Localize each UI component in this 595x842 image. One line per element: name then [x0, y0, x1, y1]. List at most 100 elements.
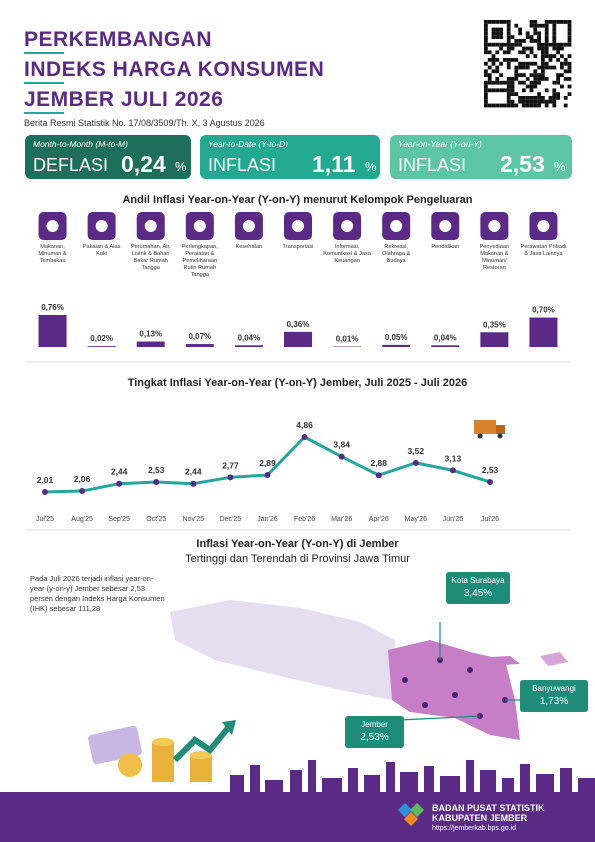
- qr-module: [487, 88, 492, 93]
- qr-module: [510, 35, 515, 39]
- qr-module: [563, 103, 568, 108]
- qr-code: [482, 18, 574, 110]
- qr-module: [537, 35, 541, 39]
- point-value-label: 2,89: [259, 458, 276, 468]
- qr-module: [506, 99, 511, 104]
- qr-module: [544, 23, 549, 28]
- qr-module: [514, 65, 519, 70]
- point-value-label: 2,77: [222, 460, 239, 470]
- x-tick-label: Feb'26: [294, 516, 315, 523]
- qr-module: [506, 39, 511, 43]
- qr-module: [510, 58, 515, 62]
- qr-module: [533, 103, 538, 108]
- category-icon-glyph: [537, 220, 550, 232]
- qr-module: [567, 92, 572, 96]
- map-madura: [440, 656, 520, 668]
- bps-logo: [397, 802, 425, 827]
- qr-module: [484, 73, 488, 77]
- qr-module: [552, 54, 557, 58]
- qr-module: [514, 69, 519, 74]
- qr-module: [514, 77, 519, 81]
- point: [375, 472, 382, 479]
- category-icon-glyph: [46, 220, 59, 232]
- qr-module: [556, 80, 560, 85]
- card-value: 1,11: [312, 151, 356, 177]
- qr-module: [537, 99, 541, 104]
- qr-module: [499, 103, 503, 108]
- qr-module: [522, 88, 526, 93]
- qr-module: [537, 96, 541, 100]
- bar-value-label: 0,02%: [90, 334, 113, 343]
- qr-module: [491, 20, 496, 24]
- qr-module: [514, 73, 519, 77]
- qr-module: [544, 50, 549, 55]
- qr-module: [552, 42, 557, 47]
- qr-module: [522, 80, 526, 85]
- qr-module: [533, 31, 538, 36]
- bar-chart-title: Andil Inflasi Year-on-Year (Y-on-Y) menu…: [122, 194, 473, 206]
- category-label: Perumahan, Air, Listrik & Bahan Bakar Ru…: [130, 244, 171, 271]
- qr-module: [544, 27, 549, 32]
- qr-module: [525, 46, 530, 51]
- category-label: Penyediaan Makanan & Minuman/ Restoran: [479, 244, 510, 271]
- qr-module: [506, 77, 511, 81]
- qr-module: [495, 27, 500, 32]
- qr-module: [510, 99, 515, 104]
- point: [487, 478, 493, 485]
- bar-value-label: 0,35%: [483, 320, 506, 329]
- title-accents: [24, 52, 64, 114]
- qr-module: [533, 23, 538, 28]
- category-icon-glyph: [292, 220, 304, 232]
- qr-module: [487, 42, 492, 47]
- qr-module: [552, 92, 557, 96]
- qr-module: [529, 80, 534, 85]
- bar: [87, 346, 116, 347]
- title-line: JEMBER JULI 2026: [24, 88, 224, 111]
- qr-module: [541, 58, 545, 62]
- footer-org: BADAN PUSAT STATISTIK: [432, 803, 545, 813]
- qr-module: [544, 54, 549, 58]
- qr-module: [529, 73, 534, 77]
- bar-value-label: 0,36%: [287, 320, 310, 329]
- qr-module: [506, 27, 511, 32]
- qr-module: [484, 27, 488, 32]
- qr-module: [548, 58, 553, 62]
- qr-module: [514, 23, 519, 28]
- x-tick-label: Jul'26: [481, 516, 499, 523]
- point-value-label: 2,06: [74, 474, 91, 484]
- qr-module: [556, 92, 560, 96]
- qr-module: [491, 103, 496, 108]
- bar-value-label: 0,13%: [139, 330, 162, 339]
- qr-module: [544, 99, 549, 104]
- qr-module: [541, 77, 545, 81]
- category-label: Perawatan Pribadi & Jasa Lainnya: [520, 244, 567, 257]
- qr-module: [503, 103, 507, 108]
- qr-module: [518, 39, 522, 43]
- bar-value-label: 0,04%: [238, 333, 261, 342]
- qr-module: [484, 92, 488, 96]
- category-label: Makanan, Minuman & Tembakau: [38, 244, 67, 264]
- qr-module: [522, 96, 526, 100]
- footer-band: [0, 792, 595, 842]
- category-icon-glyph: [439, 220, 452, 232]
- qr-module: [537, 73, 541, 77]
- qr-module: [491, 35, 496, 39]
- qr-module: [544, 42, 549, 47]
- callout-name: Jember: [361, 720, 388, 729]
- category-icon-glyph: [488, 220, 501, 232]
- point-value-label: 3,13: [445, 453, 462, 463]
- qr-module: [552, 99, 557, 104]
- qr-module: [544, 65, 549, 70]
- qr-module: [533, 77, 538, 81]
- qr-module: [544, 20, 549, 24]
- qr-module: [525, 31, 530, 36]
- qr-module: [567, 84, 572, 89]
- title-line: PERKEMBANGAN: [24, 28, 213, 51]
- qr-module: [556, 77, 560, 81]
- qr-module: [529, 23, 534, 28]
- qr-module: [522, 61, 526, 66]
- qr-module: [495, 88, 500, 93]
- point-value-label: 2,44: [111, 467, 128, 477]
- qr-module: [556, 58, 560, 62]
- qr-module: [506, 42, 511, 47]
